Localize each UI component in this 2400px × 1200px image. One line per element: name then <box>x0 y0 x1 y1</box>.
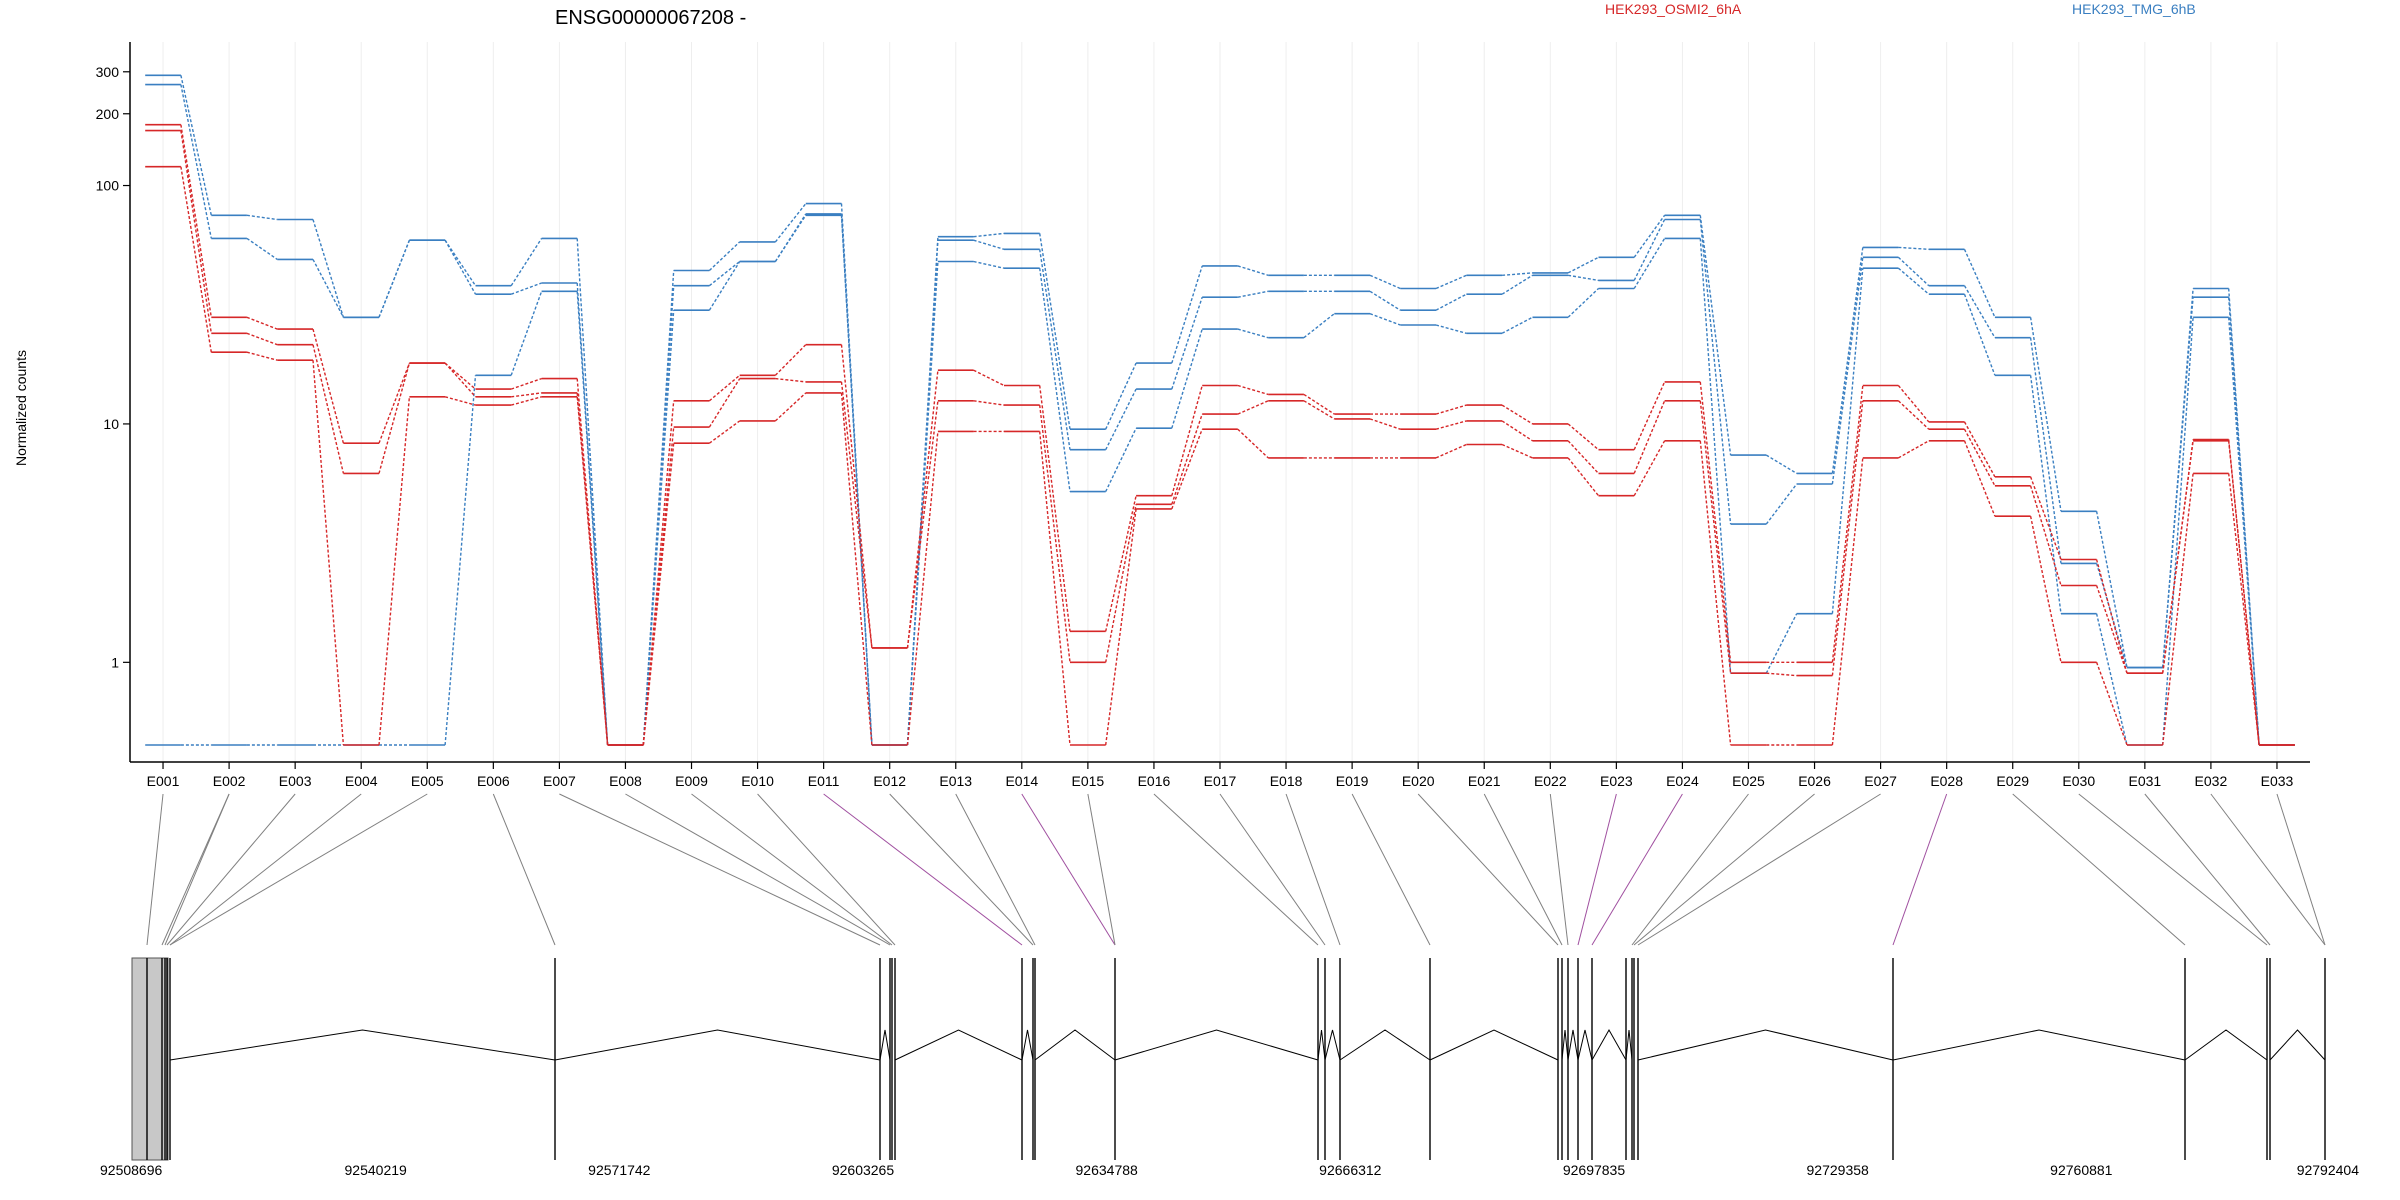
series-osmi2-5 <box>145 165 2295 746</box>
x-tick-label-e005: E005 <box>411 773 444 789</box>
x-tick-label-e013: E013 <box>939 773 972 789</box>
x-tick-label-e001: E001 <box>147 773 180 789</box>
x-tick-label-e025: E025 <box>1732 773 1765 789</box>
x-tick-label-e030: E030 <box>2062 773 2095 789</box>
exon-link-line <box>1417 793 1559 946</box>
exon-link-lines <box>146 793 2326 946</box>
exon-link-line <box>1637 793 1881 946</box>
x-tick-label-e010: E010 <box>741 773 774 789</box>
y-tick-label: 1 <box>111 654 119 670</box>
exon-link-line <box>1285 793 1341 946</box>
genomic-coordinate-label: 92571742 <box>588 1162 651 1178</box>
genomic-coordinate-label: 92666312 <box>1319 1162 1382 1178</box>
x-tick-label-e007: E007 <box>543 773 576 789</box>
series-plateau-line <box>145 165 2295 746</box>
series-transition-line <box>180 84 2260 746</box>
exon-link-line <box>1021 793 1116 946</box>
x-tick-label-e018: E018 <box>1270 773 1303 789</box>
exon-link-line <box>2078 793 2268 946</box>
x-tick-label-e014: E014 <box>1005 773 1038 789</box>
x-tick-label-e028: E028 <box>1930 773 1963 789</box>
intron-lines <box>169 1028 2326 1061</box>
genomic-coordinate-label: 92729358 <box>1807 1162 1870 1178</box>
exon-link-line <box>2144 793 2271 946</box>
genomic-coordinate-label: 92603265 <box>832 1162 895 1178</box>
exon-link-line <box>1153 793 1319 946</box>
legend-entry-tmg: HEK293_TMG_6hB <box>2072 1 2196 17</box>
x-tick-label-e002: E002 <box>213 773 246 789</box>
exon-link-line <box>166 793 296 946</box>
y-tick-label: 100 <box>96 178 120 194</box>
exon-link-line <box>559 793 881 946</box>
gene-model: 92508696 92540219 92571742 92603265 92634788… <box>100 957 2360 1178</box>
y-tick-label: 300 <box>96 64 120 80</box>
x-tick-label-e024: E024 <box>1666 773 1699 789</box>
plot-area: 1 10 100 200 300 E001 E002 E003 E004 E005 E006 E007… <box>96 42 2310 789</box>
legend-entry-osmi2: HEK293_OSMI2_6hA <box>1605 1 1742 17</box>
exon-link-line <box>1219 793 1326 946</box>
genomic-coordinate-label: 92697835 <box>1563 1162 1626 1178</box>
x-tick-label-e032: E032 <box>2195 773 2228 789</box>
exon-link-line <box>164 793 230 946</box>
exon-link-line <box>1631 793 1749 946</box>
x-tick-label-e006: E006 <box>477 773 510 789</box>
genomic-coordinate-label: 92760881 <box>2050 1162 2113 1178</box>
series-transition-line <box>180 124 2260 746</box>
x-tick-label-e015: E015 <box>1072 773 1105 789</box>
x-tick-label-e022: E022 <box>1534 773 1567 789</box>
genomic-coordinate-label: 92634788 <box>1076 1162 1139 1178</box>
exon-link-line <box>169 793 428 946</box>
exon-link-line <box>625 793 891 946</box>
chart-title: ENSG00000067208 - <box>555 7 746 29</box>
exon-link-line <box>2276 793 2326 946</box>
exon-link-line <box>823 793 1023 946</box>
genomic-coordinate-label: 92540219 <box>345 1162 408 1178</box>
exon-link-line <box>1483 793 1563 946</box>
series-osmi2-4 <box>145 129 2295 746</box>
x-tick-label-e012: E012 <box>873 773 906 789</box>
exon-link-line <box>2012 793 2186 946</box>
exon-link-line <box>1892 793 1948 946</box>
exon-link-line <box>955 793 1036 946</box>
exon-link-line <box>691 793 893 946</box>
exon-link-line <box>1577 793 1617 946</box>
exon-link-line <box>1549 793 1569 946</box>
x-tick-label-e016: E016 <box>1138 773 1171 789</box>
x-tick-label-e027: E027 <box>1864 773 1897 789</box>
genomic-coordinate-label: 92792404 <box>2297 1162 2360 1178</box>
exon-link-line <box>492 793 556 946</box>
x-tick-label-e003: E003 <box>279 773 312 789</box>
x-tick-label-e026: E026 <box>1798 773 1831 789</box>
exon-link-line <box>889 793 1034 946</box>
x-tick-label-e008: E008 <box>609 773 642 789</box>
x-tick-label-e031: E031 <box>2128 773 2161 789</box>
series-transition-line <box>180 130 2260 746</box>
x-tick-label-e033: E033 <box>2261 773 2294 789</box>
x-tick-label-e023: E023 <box>1600 773 1633 789</box>
exon-link-line <box>1591 793 1683 946</box>
x-tick-label-e029: E029 <box>1996 773 2029 789</box>
genomic-coordinate-label: 92508696 <box>100 1162 163 1178</box>
y-axis-label: Normalized counts <box>13 350 29 466</box>
x-tick-label-e019: E019 <box>1336 773 1369 789</box>
x-tick-label-e009: E009 <box>675 773 708 789</box>
series-transition-line <box>180 166 2260 746</box>
x-tick-label-e017: E017 <box>1204 773 1237 789</box>
x-tick-label-e004: E004 <box>345 773 378 789</box>
exon-link-line <box>1087 793 1116 946</box>
series-transition-line <box>180 214 2260 746</box>
y-tick-label: 200 <box>96 106 120 122</box>
x-tick-label-e020: E020 <box>1402 773 1435 789</box>
exon-link-line <box>757 793 896 946</box>
exon-link-line <box>2210 793 2326 946</box>
y-tick-label: 10 <box>103 416 119 432</box>
exon-link-line <box>1633 793 1815 946</box>
x-tick-label-e021: E021 <box>1468 773 1501 789</box>
x-tick-label-e011: E011 <box>808 773 840 789</box>
exon-link-line <box>169 793 362 946</box>
exon-link-line <box>1351 793 1431 946</box>
exon-link-line <box>146 793 164 946</box>
